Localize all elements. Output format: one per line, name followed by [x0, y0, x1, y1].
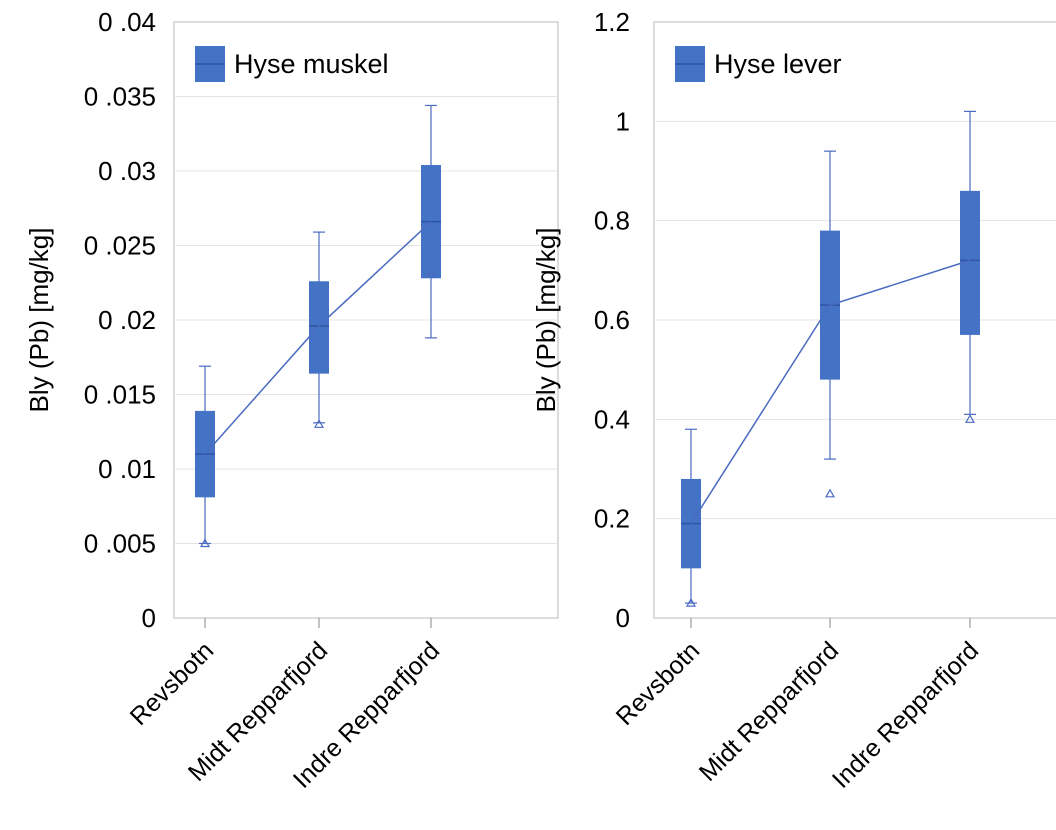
- outlier-marker: [313, 419, 325, 428]
- y-tick-label: 0.8: [594, 206, 630, 236]
- legend: Hyse muskel: [195, 46, 389, 82]
- y-axis-title: Bly (Pb) [mg/kg]: [24, 228, 54, 413]
- y-tick-labels: 0 0 .005 0 .01 0 .015 0 .02 0 .025 0 .03 0 .035…: [84, 7, 156, 633]
- x-category-label: Indre Repparfjord: [827, 636, 984, 793]
- outlier-marker: [685, 597, 697, 607]
- y-tick-label: 0 .035: [84, 82, 156, 112]
- median-trend-line: [690, 259, 971, 525]
- y-tick-label: 0 .04: [98, 7, 156, 37]
- y-tick-label: 0: [616, 603, 630, 633]
- median-trend-line: [204, 221, 432, 455]
- outlier-marker: [824, 488, 836, 498]
- y-tick-label: 0 .02: [98, 305, 156, 335]
- y-tick-label: 0.4: [594, 404, 630, 434]
- legend: Hyse lever: [675, 46, 842, 82]
- gridlines: [654, 120, 1056, 520]
- y-tick-label: 0: [142, 603, 156, 633]
- gridlines: [174, 96, 558, 544]
- y-tick-label: 0 .015: [84, 380, 156, 410]
- y-tick-label: 1.2: [594, 7, 630, 37]
- x-category-label: Revsbotn: [611, 636, 705, 730]
- y-tick-label: 0 .005: [84, 529, 156, 559]
- y-tick-label: 0 .025: [84, 231, 156, 261]
- legend-label: Hyse muskel: [234, 49, 389, 79]
- legend-label: Hyse lever: [714, 49, 842, 79]
- box-series: [195, 104, 441, 548]
- x-category-label: Revsbotn: [125, 636, 219, 730]
- x-tick-marks: [204, 618, 432, 628]
- y-tick-label: 0 .01: [98, 454, 156, 484]
- x-tick-marks: [690, 618, 971, 628]
- outlier-marker: [425, 268, 437, 278]
- y-tick-label: 1: [616, 106, 630, 136]
- y-tick-label: 0.2: [594, 504, 630, 534]
- x-category-label: Midt Repparfjord: [694, 636, 844, 786]
- outlier-marker: [199, 538, 211, 548]
- y-axis-title: Bly (Pb) [mg/kg]: [531, 228, 561, 413]
- box: [309, 281, 329, 374]
- y-tick-label: 0 .03: [98, 156, 156, 186]
- chart-panel-muskel: 0 0 .005 0 .01 0 .015 0 .02 0 .025 0 .03 0 .035…: [24, 7, 559, 794]
- y-tick-label: 0.6: [594, 305, 630, 335]
- outlier-marker: [964, 414, 976, 423]
- box: [960, 190, 980, 335]
- box-series: [681, 110, 980, 607]
- y-tick-labels: 0 0.2 0.4 0.6 0.8 1 1.2: [594, 7, 630, 633]
